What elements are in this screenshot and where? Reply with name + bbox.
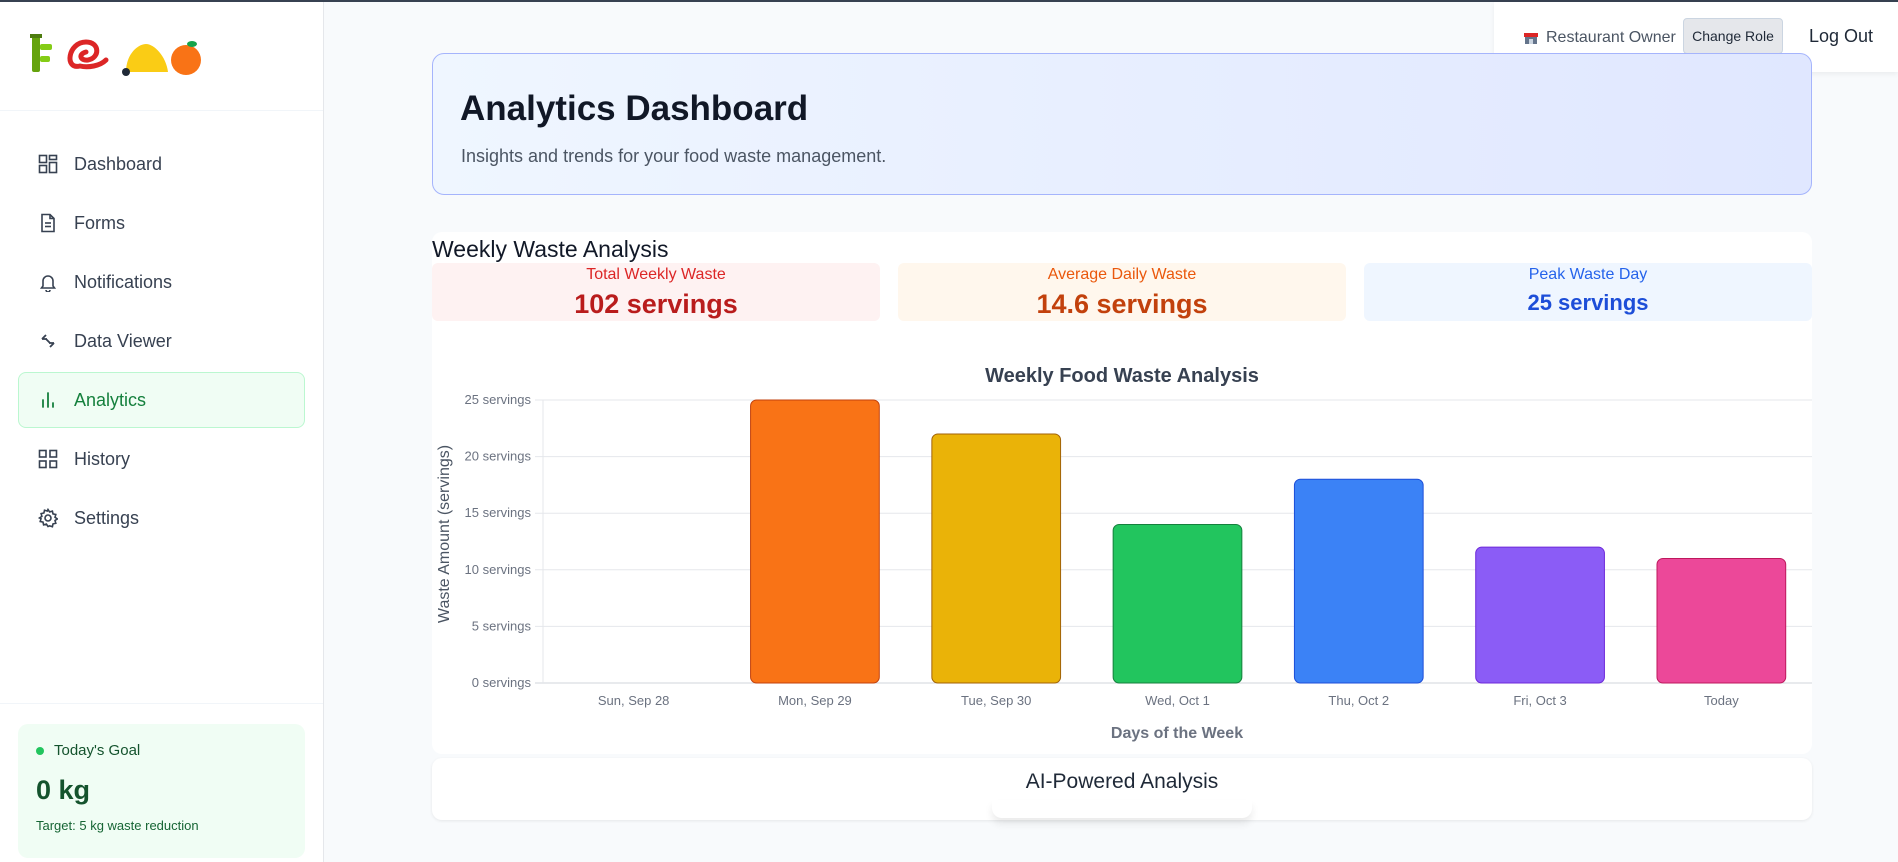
page-subtitle: Insights and trends for your food waste … xyxy=(461,146,887,166)
x-tick-label: Sun, Sep 28 xyxy=(598,693,670,708)
total-weekly-waste-card: Total Weekly Waste 102 servings xyxy=(432,263,880,321)
sidebar-item-label: Data Viewer xyxy=(74,330,172,351)
goal-value: 0 kg xyxy=(36,775,91,805)
sidebar-item-label: Analytics xyxy=(74,389,147,410)
role-bar: Restaurant Owner Change Role Log Out xyxy=(1494,2,1898,72)
restaurant-icon xyxy=(1524,31,1538,48)
x-tick-label: Wed, Oct 1 xyxy=(1145,693,1210,708)
bar-chart-icon xyxy=(37,389,59,411)
logout-button[interactable]: Log Out xyxy=(1809,26,1874,46)
squares-icon xyxy=(37,448,59,470)
sidebar-item-label: Forms xyxy=(74,212,125,233)
y-tick-label: 0 servings xyxy=(472,675,532,690)
weekly-waste-section: Weekly Waste Analysis Total Weekly Waste… xyxy=(432,232,1812,754)
x-tick-label: Fri, Oct 3 xyxy=(1513,693,1566,708)
bar[interactable] xyxy=(1656,557,1787,684)
bar[interactable] xyxy=(750,399,880,684)
sidebar-item-label: Notifications xyxy=(74,271,173,292)
stat-value: 102 servings xyxy=(574,289,738,319)
sidebar: Dashboard Forms Notifications Data Viewe… xyxy=(0,2,324,862)
section-title: AI-Powered Analysis xyxy=(1025,770,1219,793)
todays-goal-card: Today's Goal 0 kg Target: 5 kg waste red… xyxy=(18,724,305,858)
stat-label: Average Daily Waste xyxy=(1047,266,1197,283)
y-tick-label: 10 servings xyxy=(465,562,532,577)
y-tick-label: 15 servings xyxy=(465,505,532,520)
sidebar-item-history[interactable]: History xyxy=(18,431,305,487)
sidebar-item-label: Dashboard xyxy=(74,153,163,174)
gear-icon xyxy=(37,507,59,529)
sidebar-item-settings[interactable]: Settings xyxy=(18,490,305,546)
peak-waste-day-card: Peak Waste Day 25 servings xyxy=(1364,263,1812,321)
goal-target: Target: 5 kg waste reduction xyxy=(36,818,199,833)
y-axis-label: Waste Amount (servings) xyxy=(436,445,453,623)
x-axis-label: Days of the Week xyxy=(1111,725,1243,742)
document-icon xyxy=(37,212,59,234)
y-tick-label: 25 servings xyxy=(465,392,532,407)
grid-icon xyxy=(37,153,59,175)
stat-value: 14.6 servings xyxy=(1036,289,1208,319)
stat-label: Peak Waste Day xyxy=(1528,266,1648,283)
page-header: Analytics Dashboard Insights and trends … xyxy=(432,53,1812,195)
stat-value: 25 servings xyxy=(1527,290,1649,315)
x-tick-label: Mon, Sep 29 xyxy=(778,693,852,708)
y-tick-label: 5 servings xyxy=(472,618,532,633)
sidebar-item-label: Settings xyxy=(74,507,140,528)
current-role: Restaurant Owner xyxy=(1546,29,1676,46)
chart-title: Weekly Food Waste Analysis xyxy=(985,365,1259,387)
ai-analysis-panel-edge xyxy=(992,800,1252,818)
bar[interactable] xyxy=(931,433,1062,684)
sidebar-item-label: History xyxy=(74,448,131,469)
sidebar-nav: Dashboard Forms Notifications Data Viewe… xyxy=(18,136,305,549)
goal-title: Today's Goal xyxy=(54,742,141,759)
sidebar-item-forms[interactable]: Forms xyxy=(18,195,305,251)
average-daily-waste-card: Average Daily Waste 14.6 servings xyxy=(898,263,1346,321)
stat-label: Total Weekly Waste xyxy=(586,266,726,283)
x-tick-label: Today xyxy=(1704,693,1739,708)
bell-icon xyxy=(37,271,59,293)
section-title: Weekly Waste Analysis xyxy=(432,236,669,262)
bar[interactable] xyxy=(1475,546,1605,684)
bar[interactable] xyxy=(1293,478,1424,684)
sidebar-item-analytics[interactable]: Analytics xyxy=(18,372,305,428)
x-tick-label: Tue, Sep 30 xyxy=(961,693,1031,708)
change-role-button[interactable]: Change Role xyxy=(1683,18,1783,54)
page-title: Analytics Dashboard xyxy=(460,89,809,128)
weekly-waste-chart: Weekly Food Waste Analysis Waste Amount … xyxy=(436,365,1812,742)
status-dot-icon xyxy=(36,746,44,755)
app-logo[interactable] xyxy=(28,30,208,80)
x-tick-label: Thu, Oct 2 xyxy=(1328,693,1389,708)
arrows-swap-icon xyxy=(37,330,59,352)
sidebar-item-notifications[interactable]: Notifications xyxy=(18,254,305,310)
sidebar-item-dashboard[interactable]: Dashboard xyxy=(18,136,305,192)
y-tick-label: 20 servings xyxy=(465,449,532,464)
sidebar-item-data-viewer[interactable]: Data Viewer xyxy=(18,313,305,369)
bar[interactable] xyxy=(1112,524,1243,684)
app-logo-image xyxy=(30,34,201,76)
